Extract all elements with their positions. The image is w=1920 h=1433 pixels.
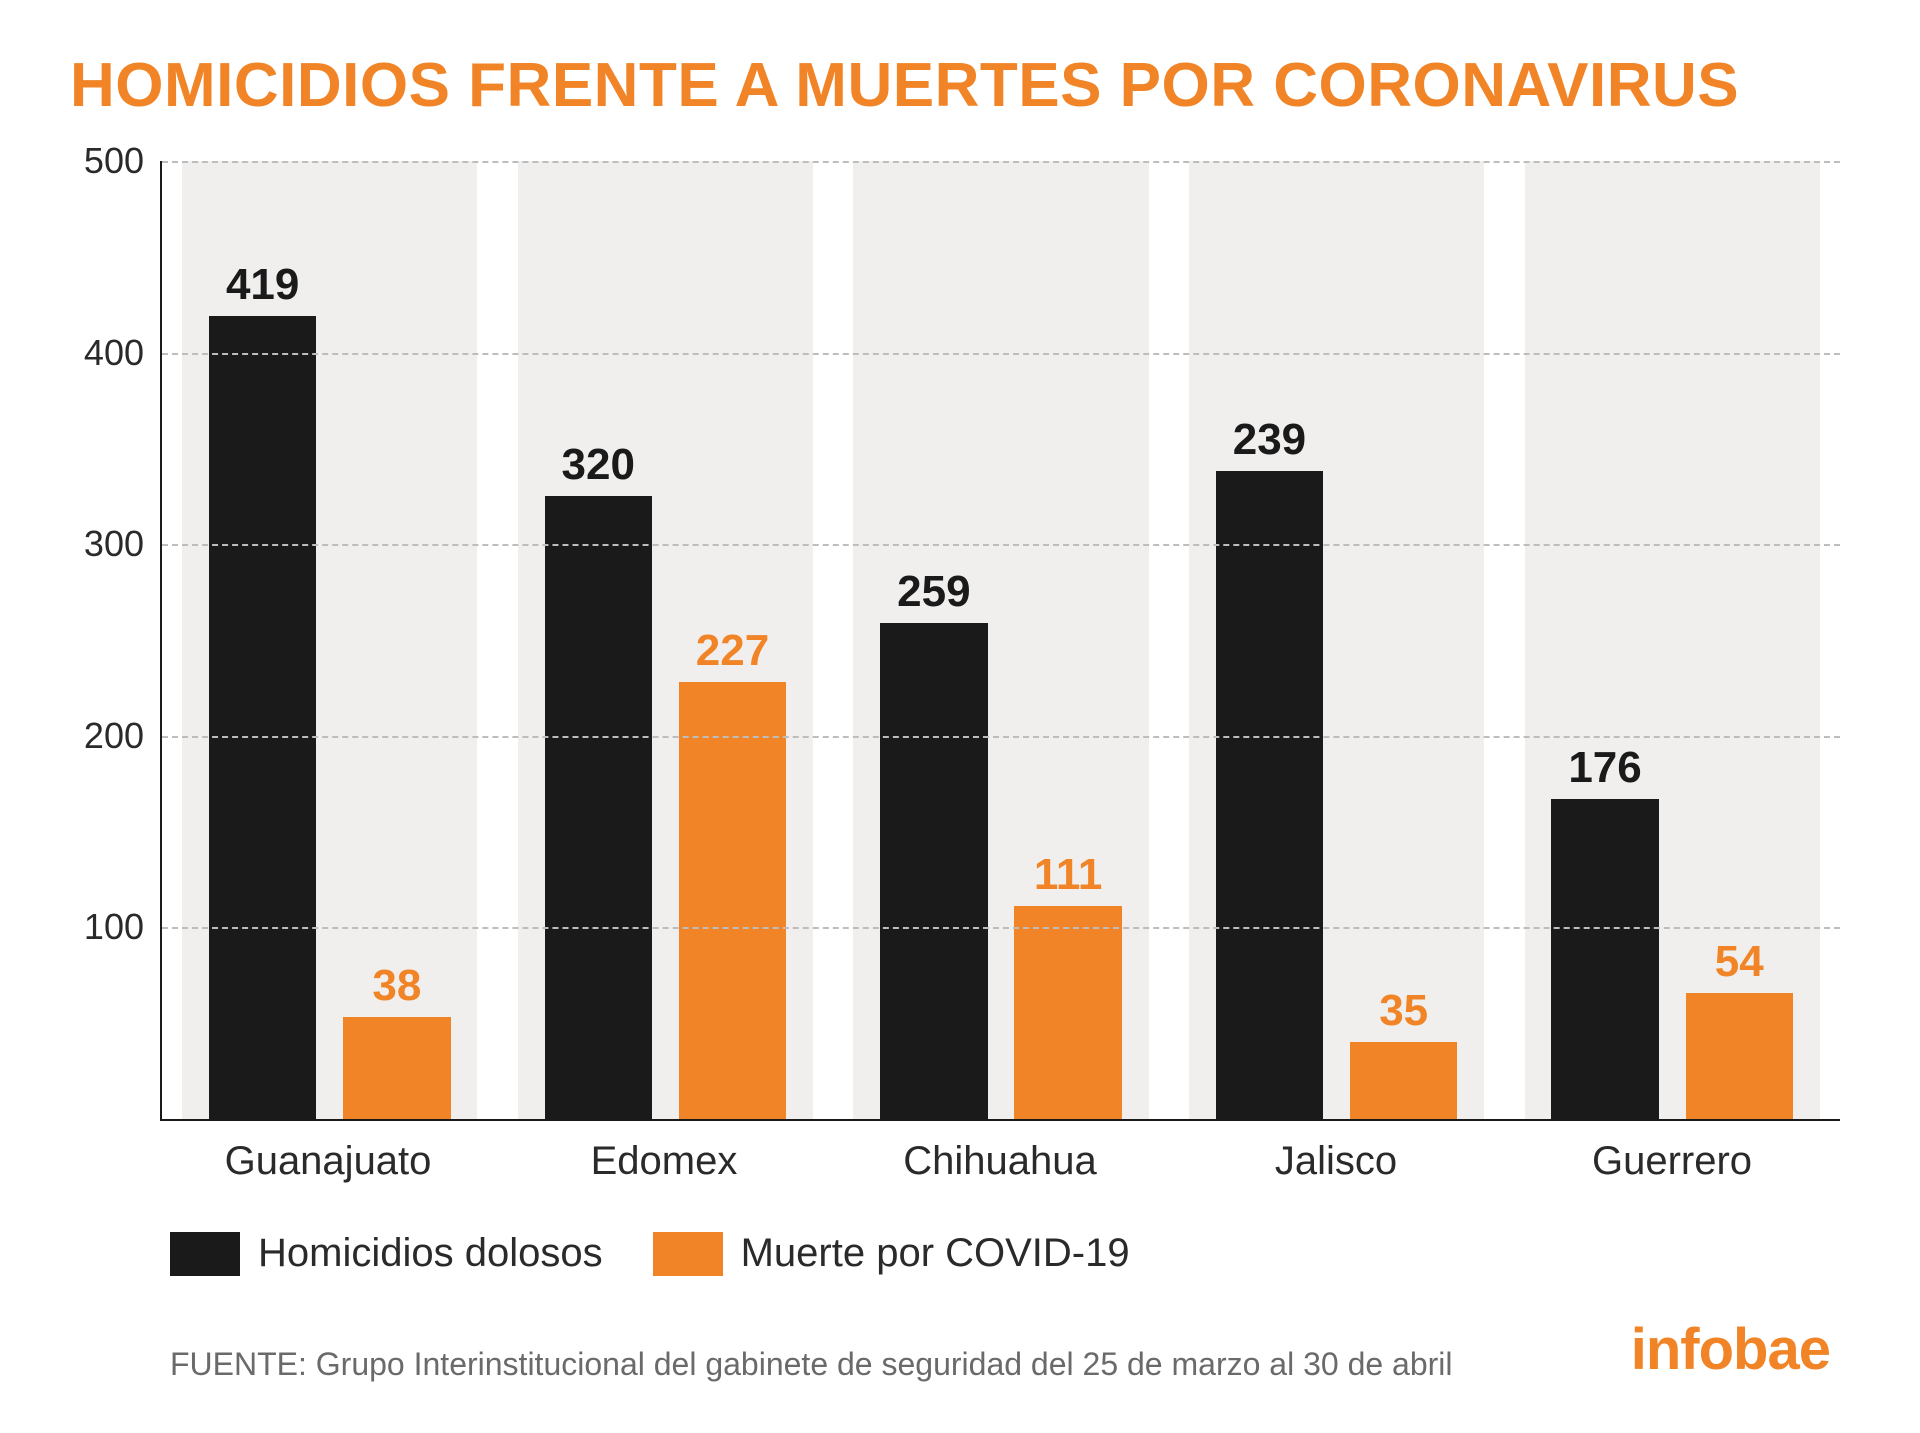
gridline: [162, 544, 1840, 546]
ytick-label: 400: [84, 332, 162, 374]
bar-covid: 54: [1686, 993, 1793, 1119]
gridline: [162, 353, 1840, 355]
ytick-label: 500: [84, 140, 162, 182]
source-body: Grupo Interinstitucional del gabinete de…: [316, 1346, 1453, 1382]
chart-container: HOMICIDIOS FRENTE A MUERTES POR CORONAVI…: [0, 0, 1920, 1433]
bar-homicides: 259: [880, 623, 987, 1119]
bar-value-label: 259: [897, 567, 970, 623]
bar-covid: 111: [1014, 906, 1121, 1119]
bar-homicides: 239: [1216, 471, 1323, 1119]
x-axis-label: Guanajuato: [160, 1121, 496, 1184]
plot-area: 419383202272591112393517654 100200300400…: [160, 161, 1840, 1121]
gridline: [162, 927, 1840, 929]
bar-group: 239 35: [1169, 161, 1505, 1119]
bar-group: 419 38: [162, 161, 498, 1119]
gridline: [162, 736, 1840, 738]
ytick-label: 200: [84, 715, 162, 757]
legend-label: Homicidios dolosos: [258, 1231, 603, 1276]
x-axis-label: Jalisco: [1168, 1121, 1504, 1184]
brand-logo: infobae: [1631, 1316, 1830, 1383]
bar-covid: 35: [1350, 1042, 1457, 1119]
bar-value-label: 419: [226, 260, 299, 316]
bar-covid: 38: [343, 1017, 450, 1119]
bar-group: 176 54: [1504, 161, 1840, 1119]
legend-item: Homicidios dolosos: [170, 1231, 603, 1276]
bar-value-label: 239: [1233, 415, 1306, 471]
source-prefix: FUENTE:: [170, 1346, 307, 1382]
legend-item: Muerte por COVID-19: [653, 1231, 1130, 1276]
source-text: FUENTE: Grupo Interinstitucional del gab…: [170, 1346, 1453, 1383]
ytick-label: 100: [84, 906, 162, 948]
gridline: [162, 161, 1840, 163]
bar-group: 320 227: [498, 161, 834, 1119]
bar-value-label: 35: [1379, 986, 1428, 1042]
bar-value-label: 227: [696, 626, 769, 682]
bar-homicides: 176: [1551, 799, 1658, 1119]
chart-title: HOMICIDIOS FRENTE A MUERTES POR CORONAVI…: [70, 50, 1850, 121]
bar-covid: 227: [679, 682, 786, 1119]
bar-value-label: 320: [562, 440, 635, 496]
x-axis-label: Guerrero: [1504, 1121, 1840, 1184]
x-axis-label: Chihuahua: [832, 1121, 1168, 1184]
bar-value-label: 176: [1568, 743, 1641, 799]
chart-area: 419383202272591112393517654 100200300400…: [160, 161, 1840, 1181]
x-axis-labels: GuanajuatoEdomexChihuahuaJaliscoGuerrero: [160, 1121, 1840, 1184]
legend-label: Muerte por COVID-19: [741, 1231, 1130, 1276]
x-axis-label: Edomex: [496, 1121, 832, 1184]
bar-value-label: 54: [1715, 937, 1764, 993]
footer: FUENTE: Grupo Interinstitucional del gab…: [170, 1316, 1830, 1383]
legend-swatch: [653, 1232, 723, 1276]
bar-homicides: 419: [209, 316, 316, 1119]
bar-homicides: 320: [545, 496, 652, 1119]
bar-groups: 419 38 320 227 259 111 239 35 176 54: [162, 161, 1840, 1119]
bar-value-label: 111: [1034, 850, 1103, 906]
bar-value-label: 38: [372, 961, 421, 1017]
legend-swatch: [170, 1232, 240, 1276]
legend: Homicidios dolosos Muerte por COVID-19: [170, 1231, 1850, 1276]
ytick-label: 300: [84, 523, 162, 565]
bar-group: 259 111: [833, 161, 1169, 1119]
